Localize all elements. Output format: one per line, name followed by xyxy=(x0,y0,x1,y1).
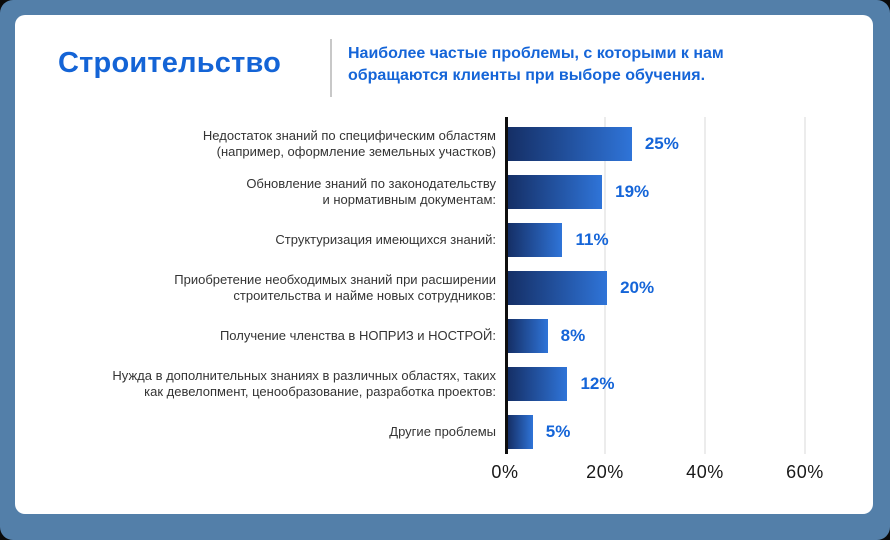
bar xyxy=(508,223,563,257)
bar xyxy=(508,127,632,161)
header: Строительство Наиболее частые проблемы, … xyxy=(58,38,830,100)
x-tick: 20% xyxy=(586,462,624,482)
bar-track: 5% xyxy=(508,415,830,449)
category-label: Приобретение необходимых знаний при расш… xyxy=(174,271,496,304)
value-label: 12% xyxy=(580,374,615,393)
value-label: 20% xyxy=(620,278,655,297)
value-label: 5% xyxy=(545,422,571,441)
page-title: Строительство xyxy=(58,47,282,79)
bar xyxy=(508,271,608,305)
bar-track: 11% xyxy=(508,223,830,257)
card: Строительство Наиболее частые проблемы, … xyxy=(15,15,873,514)
bar-track: 12% xyxy=(508,367,830,401)
value-label: 8% xyxy=(560,326,586,345)
value-label: 11% xyxy=(575,230,609,249)
category-label: Другие проблемы xyxy=(389,423,496,439)
bar xyxy=(508,319,548,353)
chart-row: Приобретение необходимых знаний при расш… xyxy=(58,264,830,312)
bar xyxy=(508,175,603,209)
chart-row: Получение членства в НОПРИЗ и НОСТРОЙ: 8… xyxy=(58,312,830,360)
category-label: Обновление знаний по законодательству и … xyxy=(246,175,496,208)
bar xyxy=(508,415,533,449)
header-divider xyxy=(330,39,332,97)
x-tick: 60% xyxy=(786,462,824,482)
category-label: Получение членства в НОПРИЗ и НОСТРОЙ: xyxy=(219,327,496,343)
bar-track: 8% xyxy=(508,319,830,353)
bar-track: 25% xyxy=(508,127,830,161)
gridline-60 xyxy=(804,117,806,454)
category-label: Нужда в дополнительных знаниях в различн… xyxy=(112,367,496,400)
x-tick: 0% xyxy=(491,462,519,482)
chart-row: Другие проблемы 5% xyxy=(58,408,830,456)
category-label: Недостаток знаний по специфическим облас… xyxy=(202,127,496,160)
title-wrap: Строительство xyxy=(58,38,330,80)
bar-track: 19% xyxy=(508,175,830,209)
bar xyxy=(508,367,568,401)
chart-row: Структуризация имеющихся знаний: 11% xyxy=(58,216,830,264)
chart-row: Недостаток знаний по специфическим облас… xyxy=(58,120,830,168)
page-subtitle: Наиболее частые проблемы, с которыми к н… xyxy=(348,45,724,85)
gridline-40 xyxy=(704,117,706,454)
x-axis: 0% 20% 40% 60% xyxy=(491,456,830,486)
value-label: 25% xyxy=(644,134,679,153)
chart-row: Обновление знаний по законодательству и … xyxy=(58,168,830,216)
chart-row: Нужда в дополнительных знаниях в различн… xyxy=(58,360,830,408)
y-axis-line xyxy=(505,117,508,454)
bar-track: 20% xyxy=(508,271,830,305)
value-label: 19% xyxy=(615,182,650,201)
category-label: Структуризация имеющихся знаний: xyxy=(275,231,496,247)
bar-chart: Недостаток знаний по специфическим облас… xyxy=(58,117,830,486)
x-tick: 40% xyxy=(686,462,724,482)
chart-rows: Недостаток знаний по специфическим облас… xyxy=(58,117,830,456)
